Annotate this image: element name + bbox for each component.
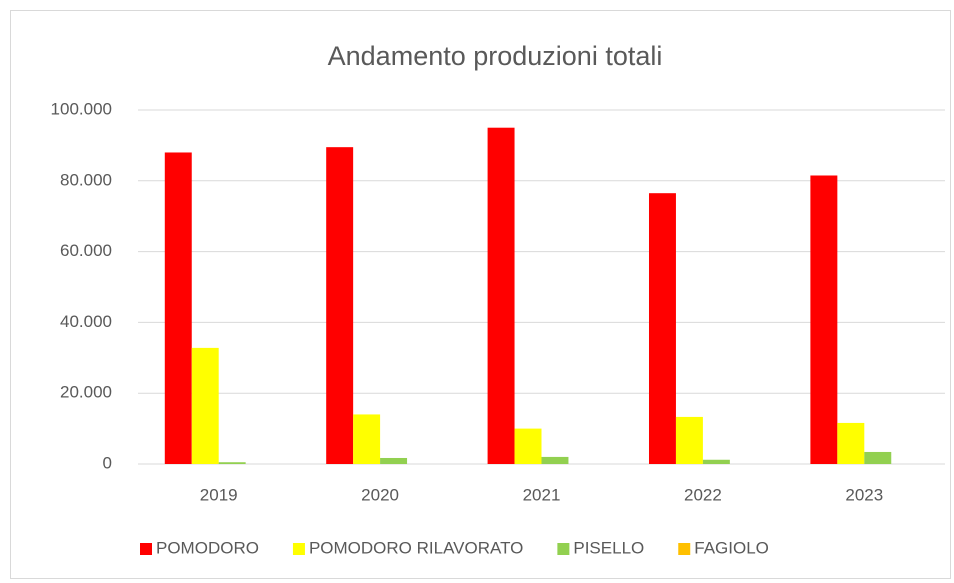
bar	[218, 462, 246, 464]
bar	[514, 428, 542, 464]
bar	[164, 152, 192, 465]
bar	[810, 175, 838, 465]
bar	[191, 347, 219, 464]
y-tick-label: 100.000	[51, 99, 112, 118]
bar	[487, 127, 515, 464]
y-tick-label: 40.000	[60, 312, 112, 331]
y-tick-label: 0	[103, 453, 112, 472]
bar	[837, 422, 865, 464]
bar	[353, 414, 381, 464]
chart-frame	[10, 10, 951, 579]
legend-label: PISELLO	[573, 538, 644, 557]
legend-swatch	[557, 543, 570, 555]
x-tick-label: 2020	[361, 485, 399, 504]
legend-swatch	[678, 543, 691, 555]
y-tick-label: 20.000	[60, 383, 112, 402]
legend-swatch	[140, 543, 152, 555]
x-tick-label: 2023	[845, 485, 883, 504]
legend-swatch	[292, 543, 305, 555]
chart-title: Andamento produzioni totali	[328, 41, 663, 71]
bar	[648, 193, 676, 464]
y-tick-label: 60.000	[60, 241, 112, 260]
y-tick-label: 80.000	[60, 170, 112, 189]
x-tick-label: 2019	[200, 485, 238, 504]
bar	[380, 457, 408, 464]
x-tick-label: 2021	[523, 485, 561, 504]
bar	[675, 416, 703, 464]
bar	[864, 451, 892, 464]
bar	[326, 147, 354, 465]
x-tick-label: 2022	[684, 485, 722, 504]
legend-label: FAGIOLO	[694, 538, 769, 557]
bar	[702, 459, 730, 464]
legend-label: POMODORO	[156, 538, 259, 557]
legend-label: POMODORO RILAVORATO	[309, 538, 523, 557]
bar	[541, 456, 569, 464]
